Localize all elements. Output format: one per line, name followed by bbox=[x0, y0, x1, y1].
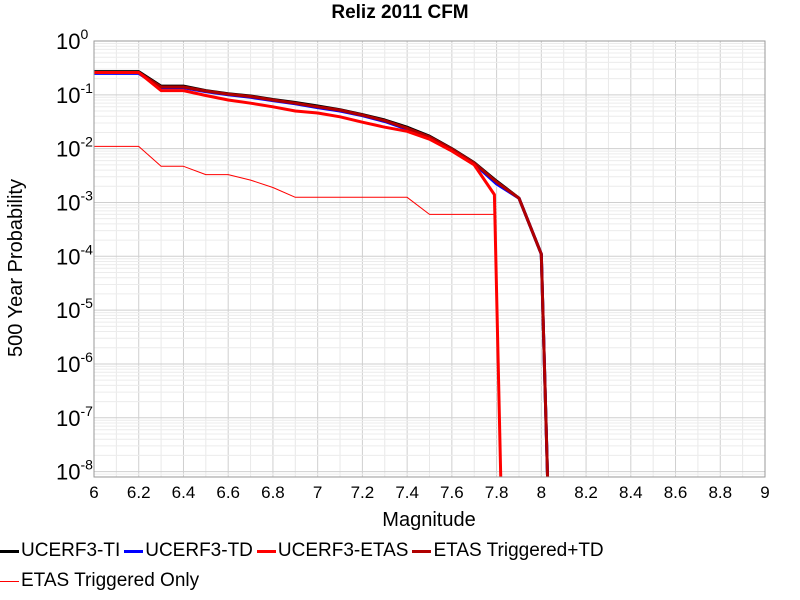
legend-label: ETAS Triggered+TD bbox=[433, 540, 604, 561]
legend-row: ETAS Triggered Only bbox=[0, 566, 800, 596]
legend-item: UCERF3-TD bbox=[124, 540, 253, 562]
x-tick-label: 7.2 bbox=[351, 483, 375, 502]
legend-label: UCERF3-ETAS bbox=[277, 540, 409, 561]
y-tick-label: 100 bbox=[56, 26, 88, 54]
y-tick-label: 10-2 bbox=[56, 134, 93, 162]
legend-swatch bbox=[256, 549, 276, 553]
x-tick-labels: 6 6.2 6.4 6.6 6.8 7 7.2 7.4 7.6 7.8 8 8.2 8.4 8.6 8.8 9 bbox=[89, 483, 769, 502]
x-tick-label: 7.8 bbox=[485, 483, 509, 502]
legend-item: ETAS Triggered+TD bbox=[412, 540, 604, 562]
legend: UCERF3-TI UCERF3-TD UCERF3-ETAS ETAS Tri… bbox=[0, 536, 800, 596]
series-line-etas-triggered-only bbox=[94, 145, 502, 477]
y-tick-labels: 100 10-1 10-2 10-3 10-4 10-5 10-6 10-7 10-8 bbox=[56, 26, 93, 485]
legend-item: UCERF3-ETAS bbox=[256, 540, 409, 562]
y-tick-label: 10-7 bbox=[56, 403, 93, 431]
x-tick-label: 8.2 bbox=[574, 483, 598, 502]
y-tick-label: 10-1 bbox=[56, 80, 93, 108]
legend-row: UCERF3-TI UCERF3-TD UCERF3-ETAS ETAS Tri… bbox=[0, 536, 800, 566]
y-axis-label: 500 Year Probability bbox=[5, 179, 27, 357]
x-axis-label: Magnitude bbox=[382, 509, 475, 531]
legend-label: UCERF3-TI bbox=[21, 540, 121, 561]
x-tick-label: 9 bbox=[760, 483, 769, 502]
series-line-etas-triggered-td bbox=[94, 71, 550, 477]
x-tick-label: 6 bbox=[89, 483, 98, 502]
x-tick-label: 8.4 bbox=[619, 483, 643, 502]
legend-swatch bbox=[124, 549, 144, 553]
x-tick-label: 6.6 bbox=[216, 483, 240, 502]
series-layer bbox=[94, 70, 550, 477]
legend-label: UCERF3-TD bbox=[145, 540, 253, 561]
x-tick-label: 8.6 bbox=[664, 483, 688, 502]
y-tick-label: 10-3 bbox=[56, 187, 93, 215]
x-tick-label: 6.8 bbox=[261, 483, 285, 502]
chart-title: Reliz 2011 CFM bbox=[331, 2, 468, 23]
series-line-ucerf3-etas bbox=[94, 71, 503, 477]
x-tick-label: 7.6 bbox=[440, 483, 464, 502]
x-tick-label: 8.8 bbox=[708, 483, 732, 502]
x-tick-label: 6.4 bbox=[172, 483, 196, 502]
grid bbox=[93, 41, 766, 478]
x-tick-label: 8 bbox=[537, 483, 546, 502]
legend-item: ETAS Triggered Only bbox=[0, 570, 199, 592]
legend-swatch bbox=[0, 549, 19, 553]
x-tick-label: 7.4 bbox=[395, 483, 419, 502]
legend-swatch bbox=[0, 580, 19, 582]
y-tick-label: 10-4 bbox=[56, 241, 93, 269]
legend-swatch bbox=[412, 549, 432, 553]
chart: Reliz 2011 CFM 6 6.2 6.4 6.6 6.8 7 7.2 7.4 7.6 7.… bbox=[5, 2, 770, 531]
y-tick-label: 10-5 bbox=[56, 295, 93, 323]
y-tick-label: 10-6 bbox=[56, 349, 93, 377]
y-tick-label: 10-8 bbox=[56, 457, 93, 485]
plot-frame bbox=[93, 40, 766, 478]
x-tick-label: 7 bbox=[313, 483, 322, 502]
x-tick-label: 6.2 bbox=[127, 483, 151, 502]
legend-label: ETAS Triggered Only bbox=[21, 570, 200, 591]
legend-item: UCERF3-TI bbox=[0, 540, 120, 562]
